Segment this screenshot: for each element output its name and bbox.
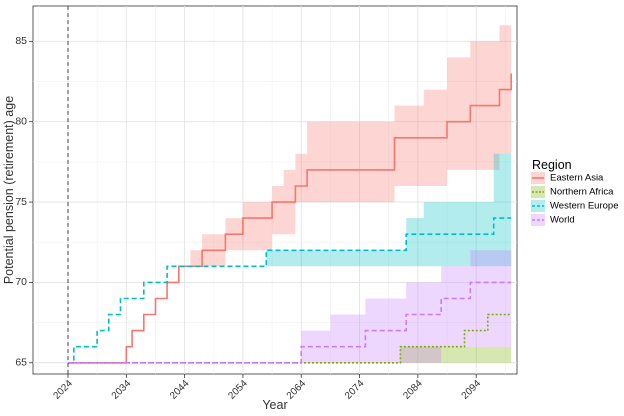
x-axis-label: Year — [262, 398, 287, 412]
series-line-northern-africa — [68, 313, 512, 364]
x-tick-label: 2034 — [110, 378, 134, 402]
series-line-eastern-asia — [68, 73, 512, 364]
legend-label-western-europe: Western Europe — [550, 201, 618, 212]
x-tick-label: 2084 — [401, 378, 425, 402]
grid-layer — [33, 6, 517, 374]
x-tick-label: 2024 — [51, 378, 75, 402]
y-tick-label: 85 — [15, 35, 27, 47]
plot-panel — [32, 5, 518, 375]
legend: Region Eastern Asia Northern Africa Wester… — [531, 158, 618, 226]
x-tick-label: 2074 — [343, 378, 367, 402]
line-layer — [68, 73, 512, 364]
y-axis-label: Potential pension (retirement) age — [2, 96, 16, 284]
y-tick-label: 70 — [15, 276, 27, 288]
legend-title: Region — [532, 158, 572, 172]
y-tick-label: 65 — [15, 357, 27, 369]
x-tick-label: 2054 — [226, 378, 250, 402]
legend-key-northern-africa — [531, 186, 545, 198]
legend-label-world: World — [550, 215, 575, 226]
x-tick-label: 2044 — [168, 378, 192, 402]
series-line-western-europe — [68, 217, 512, 364]
y-tick-label: 80 — [15, 115, 27, 127]
legend-label-northern-africa: Northern Africa — [550, 187, 614, 198]
legend-label-eastern-asia: Eastern Asia — [550, 173, 604, 184]
series-line-world — [68, 281, 512, 364]
band-western-europe — [68, 153, 512, 363]
band-eastern-asia — [68, 25, 512, 363]
y-tick-label: 75 — [15, 196, 27, 208]
x-tick-label: 2064 — [285, 378, 309, 402]
x-tick-label: 2094 — [460, 378, 484, 402]
legend-items: Eastern Asia Northern Africa Western Europ… — [531, 172, 618, 226]
